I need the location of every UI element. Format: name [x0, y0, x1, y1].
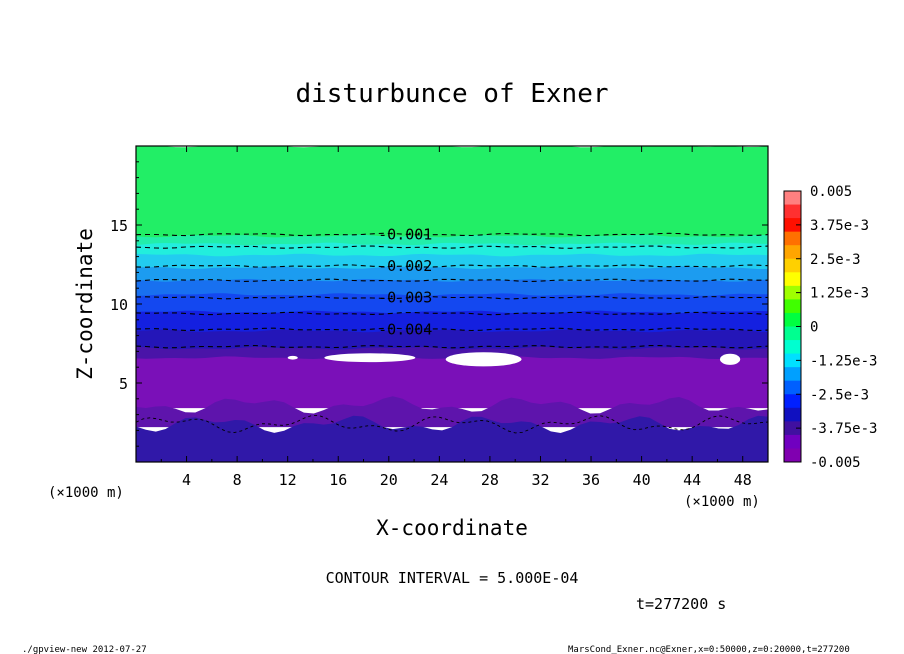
footer-right: MarsCond_Exner.nc@Exner,x=0:50000,z=0:20… — [568, 645, 850, 654]
colorbar-swatch — [784, 448, 801, 463]
x-tick-label: 44 — [683, 471, 701, 489]
colorbar-swatch — [784, 407, 801, 422]
x-tick-label: 20 — [380, 471, 398, 489]
y-tick-label: 15 — [110, 217, 128, 235]
contour-line — [136, 311, 768, 316]
contour-label: -0.004 — [378, 320, 432, 338]
colorbar-swatch — [784, 218, 801, 233]
colorbar-swatch — [784, 191, 801, 206]
colorbar-label: 0 — [810, 320, 818, 336]
colorbar-label: -3.75e-3 — [810, 421, 877, 437]
x-tick-label: 12 — [279, 471, 297, 489]
blank-region — [719, 353, 741, 365]
x-axis-label: X-coordinate — [376, 516, 528, 540]
y-tick-label: 10 — [110, 296, 128, 314]
blank-region — [324, 353, 416, 363]
colorbar-swatch — [784, 367, 801, 382]
x-tick-label: 36 — [582, 471, 600, 489]
colorbar-swatch — [784, 272, 801, 287]
x-tick-label: 28 — [481, 471, 499, 489]
contour-band — [136, 253, 768, 271]
contour-line — [136, 245, 768, 249]
colorbar-label: -0.005 — [810, 455, 861, 471]
colorbar-swatch — [784, 231, 801, 246]
colorbar-label: 2.5e-3 — [810, 252, 861, 268]
contour-band — [136, 329, 768, 352]
colorbar-swatch — [784, 258, 801, 273]
colorbar-swatch — [784, 326, 801, 341]
x-tick-label: 40 — [633, 471, 651, 489]
contour-band — [136, 356, 768, 409]
contour-label: -0.002 — [378, 257, 432, 275]
contour-line — [136, 344, 768, 349]
contour-line — [136, 415, 768, 434]
contour-band — [136, 415, 768, 462]
contour-band — [136, 146, 768, 240]
y-unit-label: (×1000 m) — [48, 485, 124, 501]
x-tick-label: 4 — [182, 471, 191, 489]
colorbar-swatch — [784, 340, 801, 355]
y-tick-label: 5 — [119, 375, 128, 393]
x-tick-label: 32 — [531, 471, 549, 489]
contour-line — [136, 264, 768, 268]
colorbar-swatch — [784, 353, 801, 368]
colorbar-label: 3.75e-3 — [810, 218, 869, 234]
contour-line — [136, 327, 768, 332]
contour-label: -0.001 — [378, 225, 432, 243]
plot-area: -0.001-0.002-0.003-0.004 4 8 12 16 20 24 28 32 3… — [110, 145, 769, 489]
blank-region — [287, 355, 298, 360]
colorbar-swatch — [784, 434, 801, 449]
y-axis-label: Z-coordinate — [73, 228, 97, 380]
chart-title: disturbunce of Exner — [295, 79, 608, 109]
blank-region — [445, 352, 522, 367]
contour-label: -0.003 — [378, 289, 432, 307]
footer-left: ./gpview-new 2012-07-27 — [22, 645, 147, 654]
colorbar-label: -1.25e-3 — [810, 353, 877, 369]
x-tick-label: 16 — [329, 471, 347, 489]
colorbar-swatch — [784, 245, 801, 260]
colorbar: 0.005 3.75e-3 2.5e-3 1.25e-3 0 -1.25e-3 -2.5e-… — [783, 184, 877, 471]
contour-band — [136, 279, 768, 298]
contour-band — [136, 396, 768, 428]
x-unit-label: (×1000 m) — [684, 494, 760, 510]
contour-line — [136, 296, 768, 300]
contour-line — [136, 232, 768, 237]
contour-line — [136, 278, 768, 283]
colorbar-label: 0.005 — [810, 184, 852, 200]
contour-interval-label: CONTOUR INTERVAL = 5.000E-04 — [326, 569, 579, 587]
time-label: t=277200 s — [636, 595, 726, 613]
colorbar-swatch — [784, 421, 801, 436]
x-tick-label: 24 — [430, 471, 448, 489]
colorbar-swatch — [784, 394, 801, 409]
contour-band — [136, 293, 768, 315]
colorbar-label: 1.25e-3 — [810, 286, 869, 302]
colorbar-label: -2.5e-3 — [810, 387, 869, 403]
colorbar-swatch — [784, 299, 801, 314]
x-tick-label: 8 — [233, 471, 242, 489]
x-tick-label: 48 — [734, 471, 752, 489]
colorbar-swatch — [784, 204, 801, 219]
colorbar-swatch — [784, 312, 801, 327]
colorbar-swatch — [784, 285, 801, 300]
contour-band — [136, 310, 768, 334]
colorbar-swatch — [784, 380, 801, 395]
contour-band — [136, 266, 768, 284]
